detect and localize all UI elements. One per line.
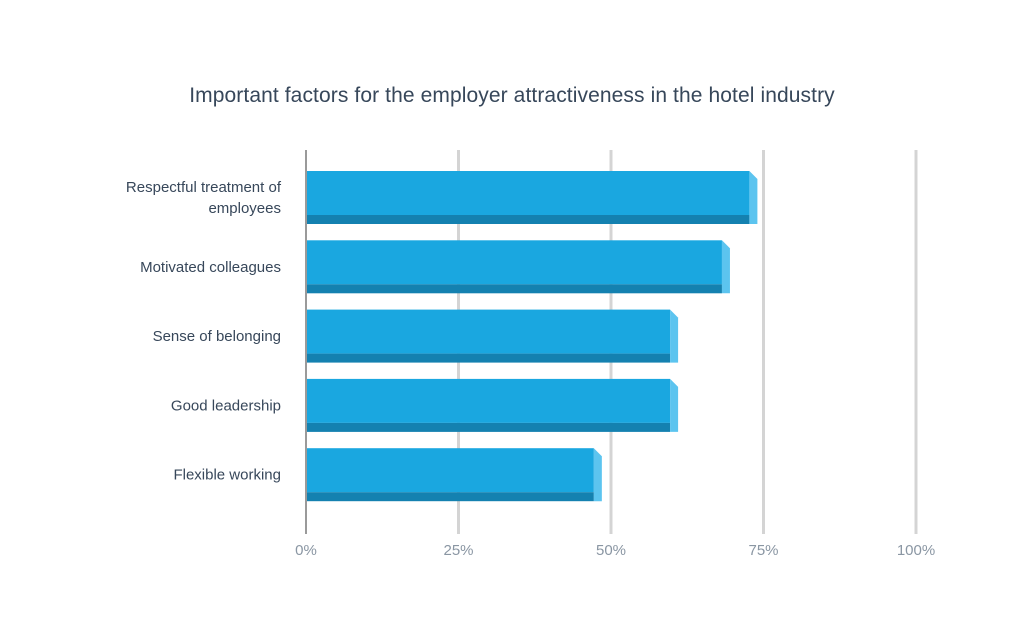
- bar: [306, 378, 679, 432]
- bar-side: [749, 171, 758, 224]
- bar-side: [670, 378, 679, 432]
- x-tick-label: 25%: [443, 542, 473, 559]
- bar-face: [306, 448, 594, 493]
- chart-title: Important factors for the employer attra…: [189, 84, 835, 107]
- bar-bottom: [306, 492, 594, 502]
- category-label: Flexible working: [173, 467, 281, 484]
- bar-face: [306, 309, 671, 354]
- x-tick-label: 100%: [897, 542, 935, 559]
- bar-bottom: [306, 284, 722, 294]
- bar-face: [306, 378, 671, 423]
- bars: [306, 171, 758, 502]
- bar-side: [593, 448, 602, 502]
- category-label: Good leadership: [171, 397, 281, 414]
- x-tick-label: 0%: [295, 542, 317, 559]
- bar-face: [306, 240, 722, 285]
- bar-bottom: [306, 353, 671, 363]
- bar-face: [306, 171, 750, 215]
- bar: [306, 448, 602, 502]
- bar: [306, 171, 758, 224]
- category-label: Sense of belonging: [153, 328, 281, 345]
- category-labels: Respectful treatment of employees Motivate…: [126, 179, 282, 484]
- x-tick-label: 75%: [748, 542, 778, 559]
- bar-side: [670, 309, 679, 363]
- bar-side: [721, 240, 730, 294]
- bar: [306, 309, 679, 363]
- bar-bottom: [306, 215, 750, 224]
- bar: [306, 240, 730, 294]
- x-tick-label: 50%: [596, 542, 626, 559]
- category-label: Motivated colleagues: [140, 259, 281, 276]
- x-tick-labels: 0% 25% 50% 75% 100%: [295, 542, 935, 559]
- bar-bottom: [306, 422, 671, 432]
- category-label: Respectful treatment of employees: [126, 179, 282, 217]
